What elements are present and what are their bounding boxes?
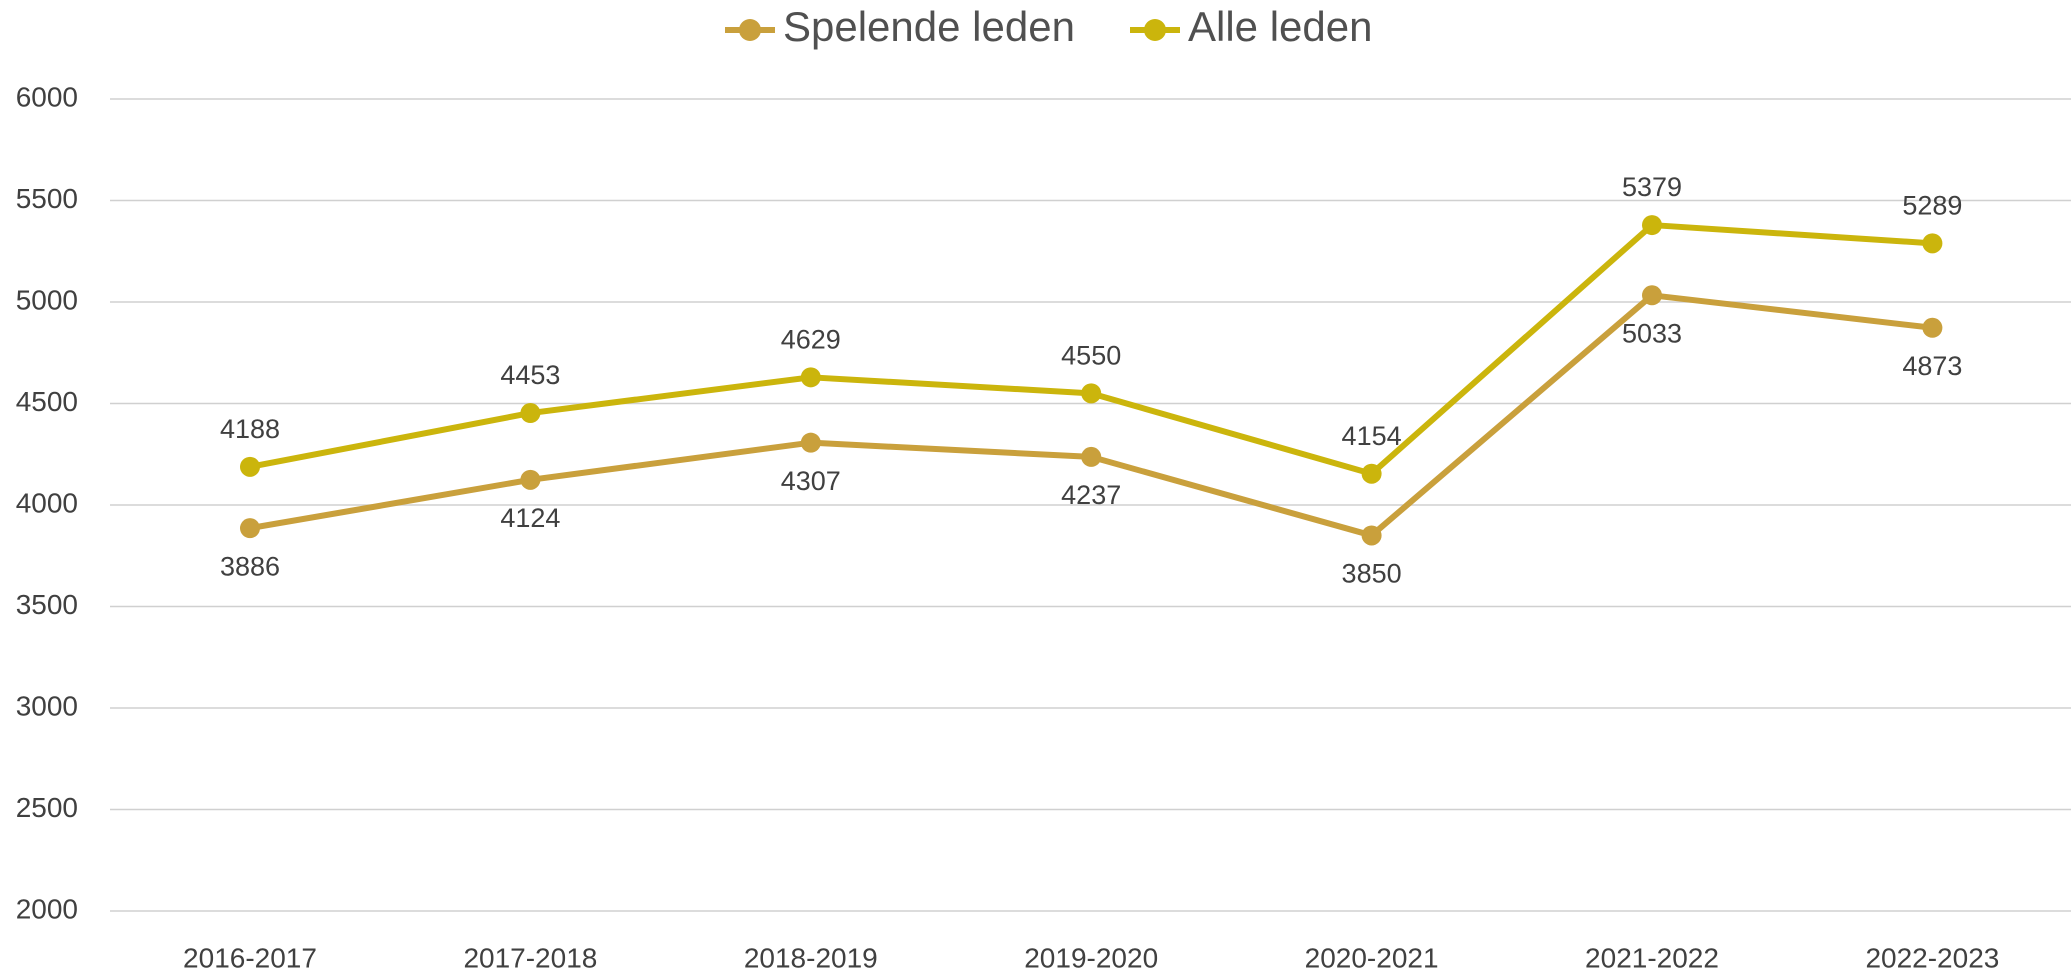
data-point bbox=[1081, 383, 1102, 404]
data-label: 3886 bbox=[220, 551, 280, 581]
y-tick-label: 3000 bbox=[16, 690, 78, 721]
y-tick-label: 2000 bbox=[16, 893, 78, 924]
legend-marker bbox=[1144, 19, 1166, 41]
data-point bbox=[1361, 463, 1382, 484]
data-point bbox=[1642, 215, 1662, 236]
data-point bbox=[520, 469, 541, 490]
data-point bbox=[240, 518, 260, 539]
data-label: 4188 bbox=[220, 414, 280, 444]
x-tick-label: 2016-2017 bbox=[183, 942, 317, 973]
data-label: 4873 bbox=[1902, 351, 1962, 381]
x-tick-label: 2021-2022 bbox=[1585, 942, 1719, 973]
y-tick-label: 5500 bbox=[16, 183, 78, 214]
data-label: 4453 bbox=[500, 360, 560, 390]
y-tick-label: 6000 bbox=[16, 81, 78, 112]
x-tick-label: 2022-2023 bbox=[1865, 942, 1999, 973]
data-point bbox=[1642, 285, 1662, 306]
y-tick-label: 2500 bbox=[16, 792, 78, 823]
legend-marker bbox=[739, 19, 761, 41]
data-label: 5379 bbox=[1622, 172, 1682, 202]
x-tick-label: 2019-2020 bbox=[1024, 942, 1158, 973]
data-label: 4237 bbox=[1061, 480, 1121, 510]
data-label: 4124 bbox=[500, 503, 560, 533]
data-point bbox=[800, 367, 821, 388]
data-label: 4307 bbox=[781, 466, 841, 496]
data-label: 4154 bbox=[1342, 421, 1402, 451]
data-point bbox=[800, 432, 821, 453]
y-tick-label: 4500 bbox=[16, 386, 78, 417]
data-label: 4629 bbox=[781, 324, 841, 354]
y-tick-label: 5000 bbox=[16, 284, 78, 315]
data-label: 4550 bbox=[1061, 340, 1121, 370]
data-point bbox=[520, 403, 541, 424]
data-label: 5289 bbox=[1902, 190, 1962, 220]
x-tick-label: 2018-2019 bbox=[744, 942, 878, 973]
data-point bbox=[1081, 446, 1102, 467]
legend-label: Alle leden bbox=[1188, 3, 1372, 50]
data-point bbox=[240, 456, 260, 477]
data-point bbox=[1361, 525, 1382, 546]
y-tick-label: 3500 bbox=[16, 589, 78, 620]
data-label: 5033 bbox=[1622, 318, 1682, 348]
data-label: 3850 bbox=[1342, 559, 1402, 589]
data-point bbox=[1922, 317, 1943, 338]
y-tick-label: 4000 bbox=[16, 487, 78, 518]
data-point bbox=[1922, 233, 1943, 254]
x-tick-label: 2020-2021 bbox=[1305, 942, 1439, 973]
x-tick-label: 2017-2018 bbox=[463, 942, 597, 973]
legend-label: Spelende leden bbox=[783, 3, 1075, 50]
